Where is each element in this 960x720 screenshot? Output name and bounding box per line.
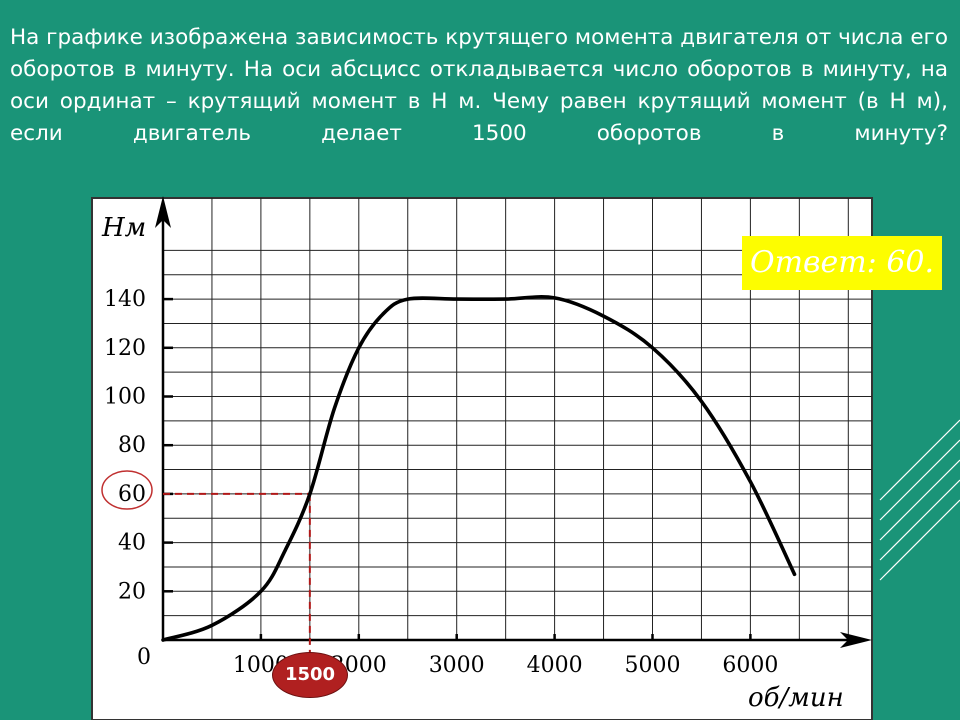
x-value-badge: 1500: [272, 652, 348, 698]
data-point: [260, 590, 262, 593]
x-axis-arrow: [840, 632, 872, 648]
curve-points: [162, 297, 796, 641]
data-point: [504, 298, 507, 300]
data-point: [793, 573, 796, 576]
data-point: [651, 347, 654, 349]
y-tick-label: 80: [118, 433, 146, 458]
grid: [163, 198, 872, 640]
y-value-highlight: [101, 470, 153, 510]
data-point: [406, 298, 409, 300]
answer-box: Ответ: 60.: [742, 236, 942, 290]
data-point: [309, 493, 311, 495]
origin-label: 0: [137, 645, 151, 670]
data-point: [284, 549, 287, 551]
y-tick-label: 100: [104, 385, 146, 410]
data-point: [602, 315, 605, 317]
x-tick-label: 3000: [429, 653, 485, 678]
data-point: [358, 347, 360, 349]
x-tick-label: 5000: [625, 653, 681, 678]
y-tick-label: 60: [118, 482, 146, 507]
axes: [155, 196, 872, 648]
y-tick-label: 40: [118, 531, 146, 556]
y-axis-arrow: [155, 196, 171, 228]
data-point: [553, 297, 556, 299]
x-axis-label: об/мин: [748, 683, 844, 713]
x-tick-label: 4000: [527, 653, 583, 678]
guide-lines: [163, 492, 311, 660]
data-point: [700, 400, 703, 403]
data-point: [162, 639, 164, 641]
x-value-badge-label: 1500: [284, 664, 336, 685]
data-point: [382, 312, 385, 315]
x-tick-label: 6000: [722, 653, 778, 678]
data-point: [455, 298, 458, 300]
y-tick-label: 140: [104, 287, 146, 312]
y-axis-label: Нм: [101, 213, 146, 243]
y-tick-label: 120: [104, 336, 146, 361]
data-point: [333, 407, 336, 410]
data-point: [211, 624, 213, 627]
tick-labels: 1000 2000 3000 4000 5000 60002040608010012014…: [104, 287, 778, 678]
y-tick-label: 20: [118, 579, 146, 604]
answer-text: Ответ: 60.: [749, 245, 935, 280]
data-point: [749, 480, 752, 483]
torque-curve: [161, 295, 797, 642]
question-text: На графике изображена зависимость крутящ…: [10, 25, 948, 146]
